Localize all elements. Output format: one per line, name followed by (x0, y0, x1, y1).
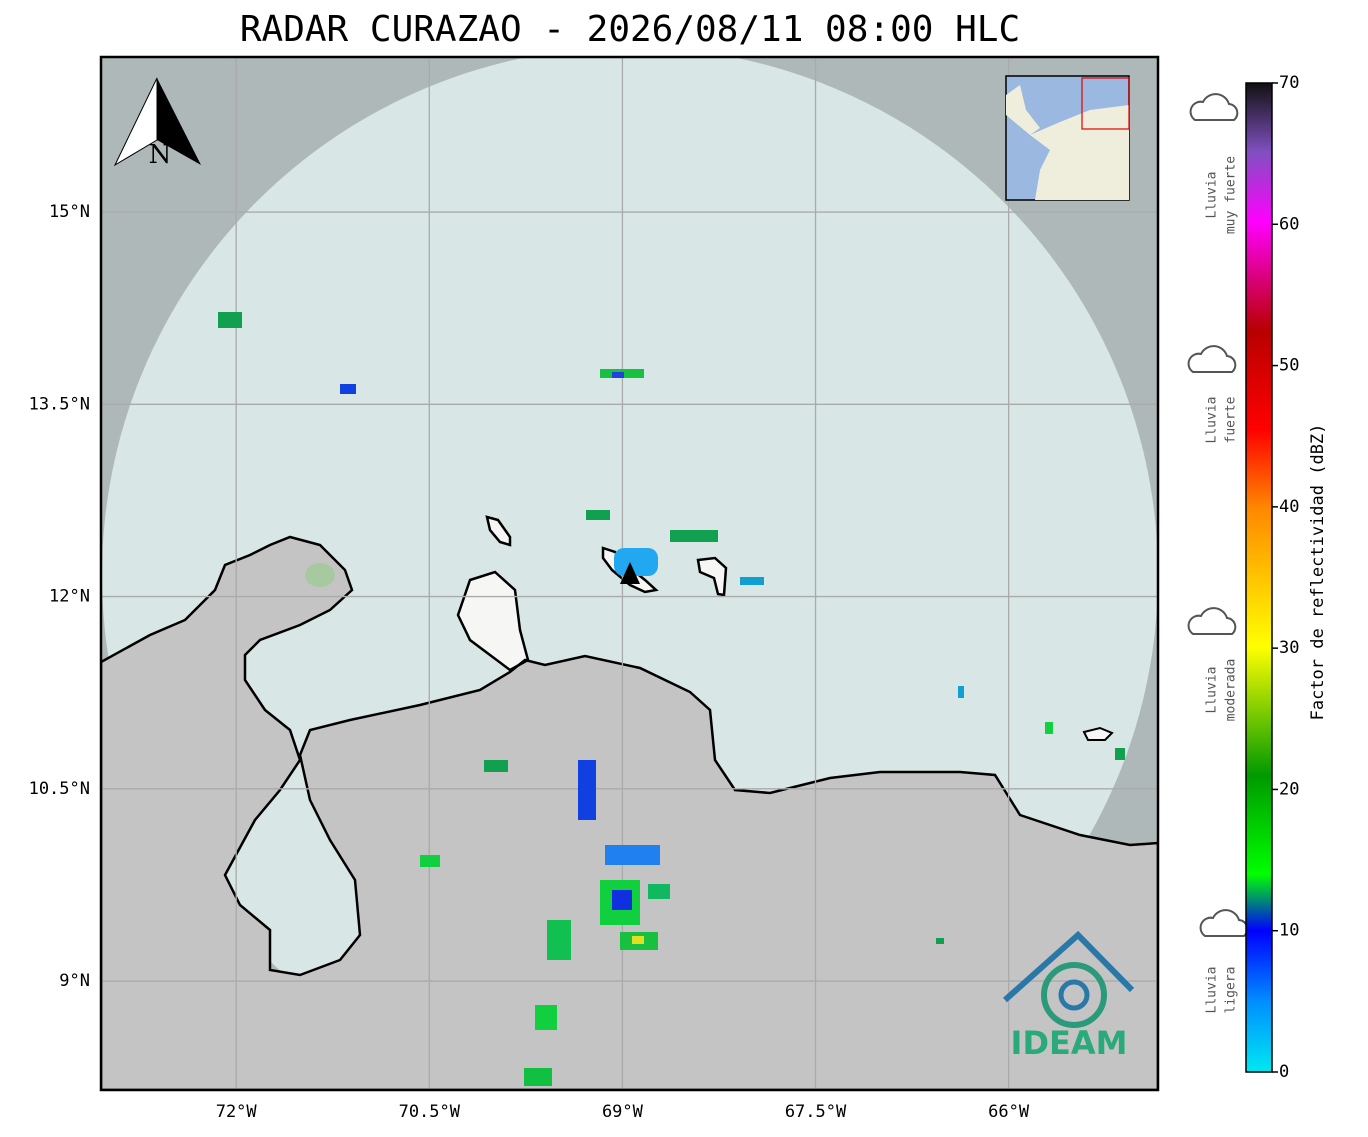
echo (484, 760, 508, 772)
colorbar (1245, 82, 1273, 1073)
y-tick-label: 10.5°N (29, 779, 90, 799)
title: RADAR CURAZAO - 2026/08/11 08:00 HLC (240, 9, 1020, 50)
legend-label: ligera (1224, 967, 1239, 1014)
north-arrow: N (113, 77, 201, 170)
echo (648, 884, 670, 899)
aruba (485, 515, 512, 547)
logo-text: IDEAM (1011, 1024, 1128, 1062)
echo (535, 1005, 557, 1030)
weather-icons (1187, 93, 1249, 937)
legend-label: Lluvia (1205, 172, 1220, 219)
colorbar-tick-label: 40 (1279, 497, 1299, 517)
echo (614, 548, 658, 576)
colorbar-tick-label: 70 (1279, 73, 1299, 93)
x-tick-label: 67.5°W (785, 1102, 847, 1122)
echo (524, 1068, 552, 1086)
colorbar-tick-label: 30 (1279, 638, 1299, 658)
island (1082, 726, 1114, 741)
x-tick-label: 72°W (216, 1102, 258, 1122)
vegetation (305, 563, 335, 587)
echo (1045, 722, 1053, 734)
echo (420, 855, 440, 867)
echo (612, 890, 632, 910)
echo (578, 760, 596, 820)
colorbar-tick-label: 50 (1279, 356, 1299, 376)
x-tick-label: 69°W (602, 1102, 644, 1122)
y-tick-label: 12°N (49, 587, 90, 607)
echo (340, 384, 356, 394)
echo (936, 938, 944, 944)
map: N IDEAM (101, 57, 1158, 1090)
echo (1115, 748, 1125, 760)
coast (456, 570, 530, 672)
echo (632, 936, 644, 944)
echo (605, 845, 660, 865)
grid (101, 57, 1158, 1090)
echo (547, 920, 571, 960)
colorbar-tick-label: 60 (1279, 214, 1299, 234)
colorbar-label: Factor de reflectividad (dBZ) (1308, 424, 1328, 721)
y-tick-label: 15°N (49, 202, 90, 222)
y-tick-label: 9°N (59, 971, 90, 991)
colorbar-tick-label: 10 (1279, 921, 1299, 941)
legend: Lluvia muy fuerte Lluvia fuerte Lluvia modera… (1205, 156, 1239, 1014)
legend-label: Lluvia (1205, 967, 1220, 1014)
inset-map (1005, 75, 1130, 201)
ideam-logo: IDEAM (1003, 930, 1135, 1062)
echo (740, 577, 764, 585)
colorbar-ticks: 0 10 20 30 40 50 60 70 (1272, 73, 1299, 1082)
echo (586, 510, 610, 520)
echo (612, 372, 624, 378)
colorbar-tick-label: 0 (1279, 1062, 1289, 1082)
legend-label: muy fuerte (1224, 156, 1239, 234)
legend-label: Lluvia (1205, 667, 1220, 714)
x-tick-label: 70.5°W (399, 1102, 461, 1122)
colorbar-tick-label: 20 (1279, 779, 1299, 799)
echo (958, 686, 964, 698)
north-label: N (149, 140, 172, 170)
legend-label: moderada (1224, 659, 1239, 722)
map-frame (99, 55, 1160, 1092)
legend-label: fuerte (1224, 396, 1239, 443)
echo (218, 312, 242, 328)
radar-echoes (218, 312, 1125, 1086)
radar-site (620, 562, 640, 584)
y-tick-label: 13.5°N (29, 394, 90, 414)
x-tick-label: 66°W (988, 1102, 1030, 1122)
legend-label: Lluvia (1205, 397, 1220, 444)
echo (670, 530, 718, 542)
bonaire (696, 556, 728, 597)
